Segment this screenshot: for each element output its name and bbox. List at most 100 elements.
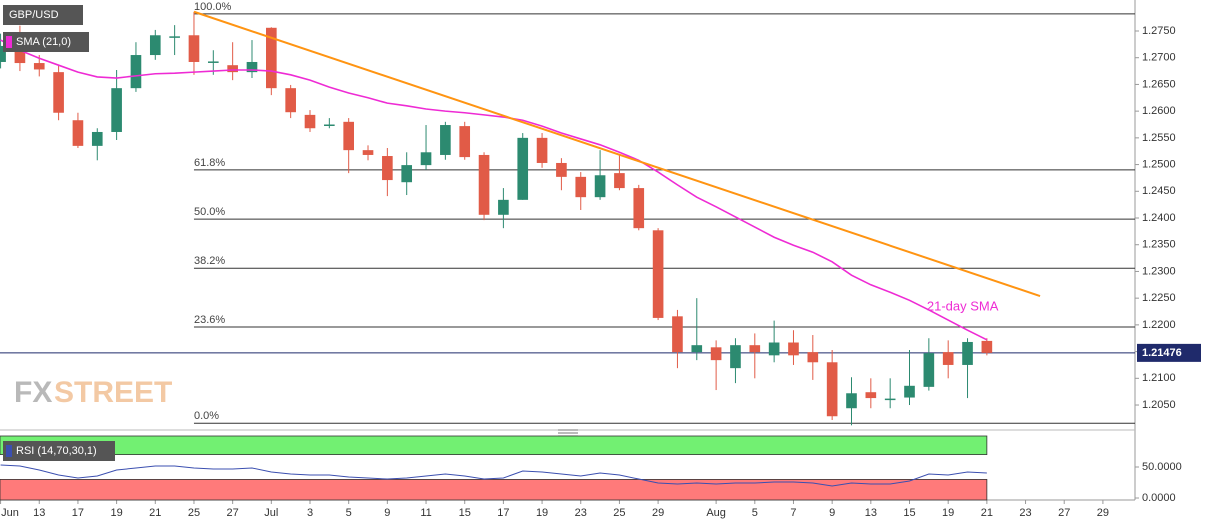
x-tick-label: 5 xyxy=(752,507,758,519)
y-tick-label: 1.2400 xyxy=(1142,212,1176,224)
legend-title: GBP/USD xyxy=(9,9,59,21)
candle-body xyxy=(691,345,703,353)
x-tick-label: 27 xyxy=(227,507,239,519)
candle-body xyxy=(942,352,954,365)
candle-body xyxy=(594,175,606,198)
y-tick-label: 1.2250 xyxy=(1142,292,1176,304)
x-tick-label: 5 xyxy=(346,507,352,519)
candle-body xyxy=(111,88,122,132)
x-tick-label: 21 xyxy=(981,507,993,519)
x-tick-label: 23 xyxy=(1019,507,1031,519)
legend-box xyxy=(3,441,115,461)
x-tick-label: 27 xyxy=(1058,507,1070,519)
x-tick-label: 19 xyxy=(942,507,954,519)
y-tick-label: 1.2650 xyxy=(1142,78,1176,90)
x-tick-label: 15 xyxy=(459,507,471,519)
candle-body xyxy=(614,173,625,189)
candle-body xyxy=(149,35,161,56)
y-tick-label: 1.2450 xyxy=(1142,185,1176,197)
fib-label: 23.6% xyxy=(194,314,225,326)
candle-body xyxy=(382,156,393,181)
x-tick-label: 25 xyxy=(188,507,200,519)
watermark-right: STREET xyxy=(54,376,172,409)
candle-body xyxy=(14,48,26,64)
x-tick-label: 25 xyxy=(613,507,625,519)
sma-line xyxy=(0,39,988,341)
x-tick-label: 9 xyxy=(384,507,390,519)
trendline xyxy=(193,10,1041,297)
candle-body xyxy=(401,165,413,183)
candle-body xyxy=(498,199,509,215)
candle-body xyxy=(652,230,664,318)
candle-body xyxy=(440,125,451,155)
last-price-box xyxy=(1137,343,1201,362)
legend-swatch xyxy=(6,445,12,457)
candle-body xyxy=(865,392,877,399)
candle-body xyxy=(420,152,432,166)
sma-annotation: 21-day SMA xyxy=(927,298,999,313)
x-tick-label: Aug xyxy=(706,507,726,519)
x-tick-label: 3 xyxy=(307,507,313,519)
x-tick-label: 19 xyxy=(536,507,548,519)
y-tick-label: 50.0000 xyxy=(1142,461,1182,473)
rsi-line xyxy=(0,464,987,487)
candle-body xyxy=(0,45,6,62)
legend: GBP/USD SMA (21,0) RSI (14,70,30,1) xyxy=(3,5,115,461)
candle-body xyxy=(91,131,103,146)
legend-indicator: SMA (21,0) xyxy=(16,36,71,48)
candle-body xyxy=(478,154,490,215)
candle-body xyxy=(266,27,277,89)
candle-body xyxy=(72,120,84,146)
x-tick-label: 7 xyxy=(790,507,796,519)
candle-body xyxy=(169,36,180,38)
candle-body xyxy=(227,65,238,73)
candle-body xyxy=(517,137,529,200)
x-tick-label: 23 xyxy=(575,507,587,519)
fib-label: 100.0% xyxy=(194,1,232,13)
y-tick-label: 0.0000 xyxy=(1142,492,1176,504)
candle-body xyxy=(981,340,993,353)
candle-body xyxy=(672,316,683,353)
candle-body xyxy=(33,63,45,70)
last-price-label: 1.21476 xyxy=(1142,347,1182,359)
legend-box xyxy=(3,32,89,52)
y-tick-label: 1.2350 xyxy=(1142,239,1176,251)
y-tick-label: 1.2050 xyxy=(1142,399,1176,411)
candle-body xyxy=(749,345,761,353)
y-tick-label: 1.2750 xyxy=(1142,25,1176,37)
oversold-zone xyxy=(0,479,988,501)
candle-body xyxy=(923,353,935,387)
candle-body xyxy=(884,398,896,401)
candle-body xyxy=(362,150,374,155)
x-tick-label: 15 xyxy=(903,507,915,519)
candle-body xyxy=(788,342,799,356)
x-tick-label: 19 xyxy=(110,507,122,519)
candle-body xyxy=(285,88,296,113)
fib-label: 61.8% xyxy=(194,157,225,169)
candle-body xyxy=(556,162,567,177)
x-tick-label: 29 xyxy=(1097,507,1109,519)
candle-body xyxy=(343,121,354,151)
candle-body xyxy=(304,114,316,129)
x-tick-label: 17 xyxy=(72,507,84,519)
candle-body xyxy=(207,61,219,63)
candle-body xyxy=(575,176,587,198)
candle-body xyxy=(324,124,335,126)
y-tick-label: 1.2500 xyxy=(1142,158,1176,170)
candle-body xyxy=(459,126,471,158)
legend-rsi: RSI (14,70,30,1) xyxy=(16,445,97,457)
x-tick-label: 9 xyxy=(829,507,835,519)
y-tick-label: 1.2600 xyxy=(1142,105,1176,117)
y-tick-label: 1.2200 xyxy=(1142,319,1176,331)
x-tick-label: 29 xyxy=(652,507,664,519)
candle-body xyxy=(188,35,200,62)
candle-body xyxy=(130,55,142,89)
candle-body xyxy=(846,393,857,409)
overbought-zone xyxy=(0,435,988,456)
watermark-left: FX xyxy=(14,376,52,409)
y-tick-label: 1.2100 xyxy=(1142,372,1176,384)
candle-body xyxy=(826,362,838,417)
x-tick-label: 21 xyxy=(149,507,161,519)
y-tick-label: 1.2700 xyxy=(1142,52,1176,64)
